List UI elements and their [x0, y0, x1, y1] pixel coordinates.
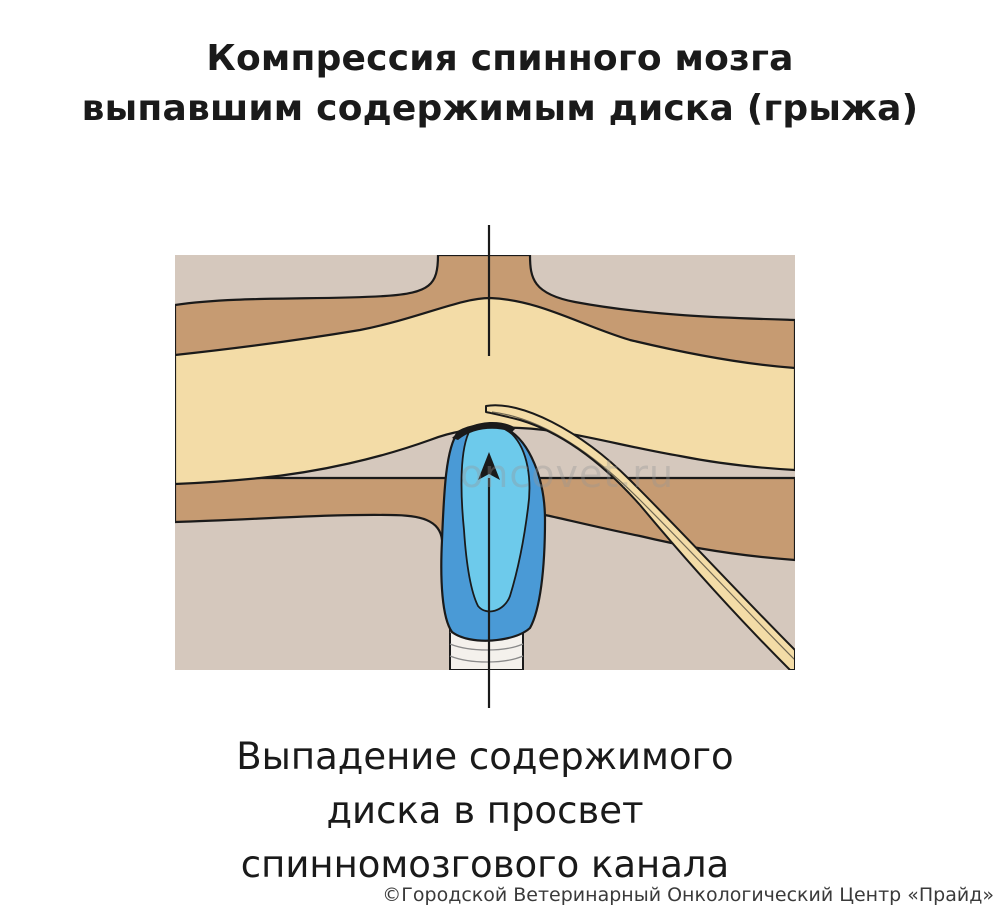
- watermark: oncovet.ru: [460, 452, 675, 496]
- caption-line-3: спинномозгового канала: [240, 843, 730, 886]
- herniated-disc-inner: [460, 424, 531, 613]
- diagram-caption: Выпадение содержимого диска в просвет сп…: [0, 730, 970, 892]
- anatomy-panel: [175, 255, 795, 670]
- spinal-cord: [175, 296, 795, 486]
- disc-cap-shadow: [452, 422, 516, 440]
- arrow-up-icon: [478, 452, 500, 480]
- diagram-title: Компрессия спинного мозга выпавшим содер…: [0, 34, 1000, 134]
- caption-line-1: Выпадение содержимого: [236, 735, 734, 778]
- nerve-root-highlight: [491, 411, 795, 661]
- copyright-notice: ©Городской Ветеринарный Онкологический Ц…: [382, 884, 994, 906]
- title-line-1: Компрессия спинного мозга: [206, 38, 794, 79]
- title-line-2: выпавшим содержимым диска (грыжа): [81, 88, 919, 129]
- nerve-root: [485, 404, 795, 670]
- caption-line-2: диска в просвет: [326, 789, 644, 832]
